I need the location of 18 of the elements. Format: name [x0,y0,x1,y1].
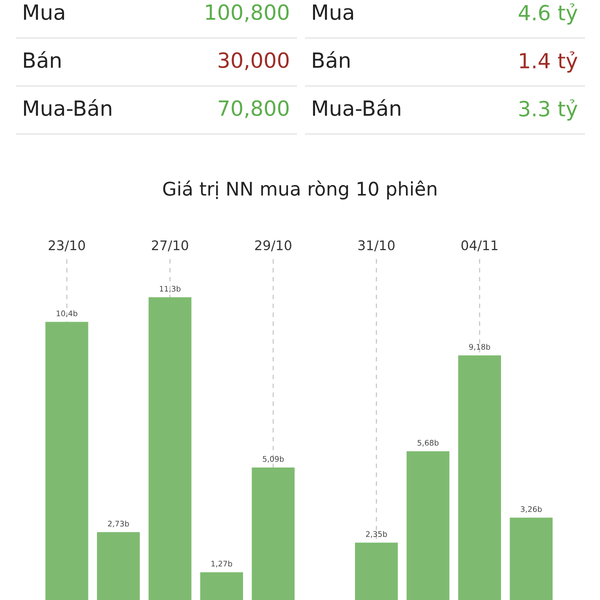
text: 1.4 tỷ [520,51,578,73]
x-tick-label: 23/10 [48,240,85,252]
x-tick-label: 31/10 [358,240,395,252]
x-tick-label: 27/10 [152,240,188,252]
text: Bán [313,51,350,68]
text: 70,800 [218,100,289,118]
text: Bán [24,51,60,68]
text: Mua [24,4,64,20]
text: 3.3 tỷ [519,99,578,121]
x-tick-label: 04/11 [461,240,498,252]
text: Mua-Bán [313,99,400,116]
x-tick-label: 29/10 [255,240,292,252]
text: 4.6 tỷ [518,3,578,25]
chart-title: Giá trị NN mua ròng 10 phiên [163,180,436,200]
text: Mua [313,4,354,20]
text: Mua-Bán [24,99,112,116]
text: 100,800 [206,4,289,22]
text: 30,000 [218,52,289,70]
